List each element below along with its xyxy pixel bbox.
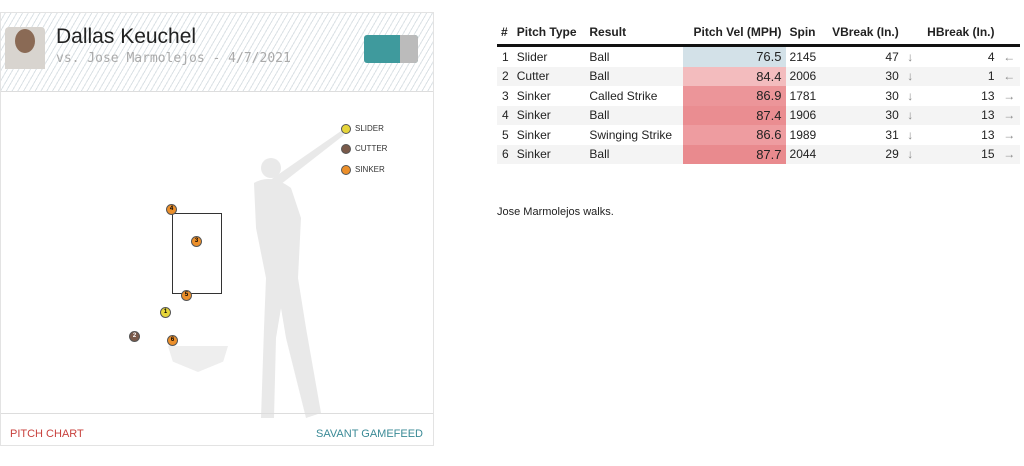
table-cell: ↓	[907, 147, 914, 162]
pitch-marker-3[interactable]: 3	[191, 236, 202, 247]
table-cell: 15	[981, 147, 995, 162]
pitch-marker-1[interactable]: 1	[160, 307, 171, 318]
table-cell: 5	[502, 127, 509, 142]
table-cell: ↓	[907, 69, 914, 84]
pitch-chart-link[interactable]: PITCH CHART	[10, 428, 84, 440]
table-cell: Swinging Strike	[589, 127, 673, 142]
table-cell: Called Strike	[589, 88, 658, 103]
column-header[interactable]	[998, 20, 1020, 47]
table-cell: 1906	[789, 108, 817, 123]
column-header[interactable]: Pitch Type	[512, 20, 586, 47]
table-cell: 2044	[789, 147, 817, 162]
table-cell: 1	[987, 69, 995, 84]
at-bat-summary: Jose Marmolejos walks.	[497, 206, 614, 218]
legend-label: SLIDER	[355, 124, 384, 134]
legend-slider: SLIDER	[341, 124, 384, 134]
table-cell: ←	[1003, 49, 1016, 64]
table-cell: 29	[885, 147, 899, 162]
table-cell: ↓	[907, 88, 914, 103]
column-header[interactable]: #	[497, 20, 513, 47]
table-cell: 86.6	[682, 125, 786, 145]
table-cell: →	[1003, 127, 1016, 142]
table-cell: ↓	[907, 108, 914, 123]
table-cell: 47	[885, 49, 899, 64]
table-cell: ↓	[907, 49, 914, 64]
table-cell: 1781	[789, 88, 817, 103]
table-cell: 2006	[789, 69, 817, 84]
table-cell: 31	[885, 127, 899, 142]
table-cell: Sinker	[516, 127, 551, 142]
table-cell: Cutter	[516, 69, 550, 84]
column-header[interactable]: Pitch Vel (MPH)	[682, 20, 786, 47]
table-cell: →	[1003, 108, 1016, 123]
column-header[interactable]: Spin	[785, 20, 823, 47]
table-cell: Ball	[589, 108, 610, 123]
legend-cutter: CUTTER	[341, 144, 387, 154]
table-cell: Sinker	[516, 88, 551, 103]
legend-label: SINKER	[355, 165, 385, 175]
table-cell: 4	[987, 49, 995, 64]
table-cell: 1989	[789, 127, 817, 142]
pitch-chart-card: Dallas Keuchel vs. Jose Marmolejos - 4/7…	[0, 12, 434, 446]
slider-dot-icon	[341, 124, 351, 134]
table-row[interactable]: 4 Sinker Ball 87.4 1906 30 ↓ 13 →	[497, 105, 1020, 125]
table-row[interactable]: 6 Sinker Ball 87.7 2044 29 ↓ 15 →	[497, 144, 1020, 164]
cutter-dot-icon	[341, 144, 351, 154]
pitch-marker-5[interactable]: 5	[181, 290, 192, 301]
table-cell: →	[1003, 147, 1016, 162]
table-cell: 3	[502, 88, 509, 103]
table-cell: 86.9	[682, 86, 786, 106]
table-cell: 76.5	[682, 45, 786, 67]
table-cell: 87.4	[682, 105, 786, 125]
pitch-marker-4[interactable]: 4	[166, 204, 177, 215]
column-header[interactable]: VBreak (In.)	[822, 20, 903, 47]
table-cell: Ball	[589, 49, 610, 64]
pitch-marker-6[interactable]: 6	[167, 335, 178, 346]
mlb-logo-icon	[364, 35, 418, 63]
pitcher-avatar	[5, 27, 45, 69]
table-cell: 2	[502, 69, 509, 84]
table-cell: 84.4	[682, 66, 786, 86]
home-plate	[168, 346, 228, 372]
table-cell: 4	[502, 108, 509, 123]
table-cell: 87.7	[682, 144, 786, 164]
column-header[interactable]: Result	[585, 20, 683, 47]
table-cell: Sinker	[516, 108, 551, 123]
legend-label: CUTTER	[355, 144, 388, 154]
table-cell: 1	[502, 49, 509, 64]
sinker-dot-icon	[341, 165, 351, 175]
table-cell: ↓	[907, 127, 914, 142]
table-row[interactable]: 2 Cutter Ball 84.4 2006 30 ↓ 1 ←	[497, 66, 1020, 86]
table-cell: Ball	[589, 147, 610, 162]
table-cell: Ball	[589, 69, 610, 84]
table-row[interactable]: 1 Slider Ball 76.5 2145 47 ↓ 4 ←	[497, 45, 1020, 67]
card-footer: PITCH CHART SAVANT GAMEFEED	[1, 413, 433, 447]
table-cell: 13	[981, 88, 995, 103]
table-row[interactable]: 3 Sinker Called Strike 86.9 1781 30 ↓ 13 →	[497, 86, 1020, 106]
table-cell: Sinker	[516, 147, 551, 162]
card-header: Dallas Keuchel vs. Jose Marmolejos - 4/7…	[1, 13, 433, 92]
legend-sinker: SINKER	[341, 165, 385, 175]
pitch-marker-2[interactable]: 2	[129, 331, 140, 342]
table-cell: Slider	[516, 49, 548, 64]
matchup-subtitle: vs. Jose Marmolejos - 4/7/2021	[56, 51, 291, 66]
strike-zone	[172, 213, 222, 294]
column-header[interactable]: HBreak (In.)	[917, 20, 999, 47]
pitch-table: # Pitch Type Result Pitch Vel (MPH) Spin VBre…	[497, 20, 1020, 164]
table-cell: 30	[885, 108, 899, 123]
table-cell: 13	[981, 127, 995, 142]
table-cell: 30	[885, 69, 899, 84]
table-cell: 30	[885, 88, 899, 103]
table-cell: →	[1003, 88, 1016, 103]
table-cell: 2145	[789, 49, 817, 64]
table-row[interactable]: 5 Sinker Swinging Strike 86.6 1989 31 ↓ 13 →	[497, 125, 1020, 145]
column-header[interactable]	[902, 20, 918, 47]
batter-silhouette-icon	[254, 131, 344, 418]
table-cell: ←	[1003, 69, 1016, 84]
savant-gamefeed-link[interactable]: SAVANT GAMEFEED	[316, 428, 423, 440]
pitcher-name: Dallas Keuchel	[56, 25, 197, 48]
table-cell: 6	[502, 147, 509, 162]
table-cell: 13	[981, 108, 995, 123]
